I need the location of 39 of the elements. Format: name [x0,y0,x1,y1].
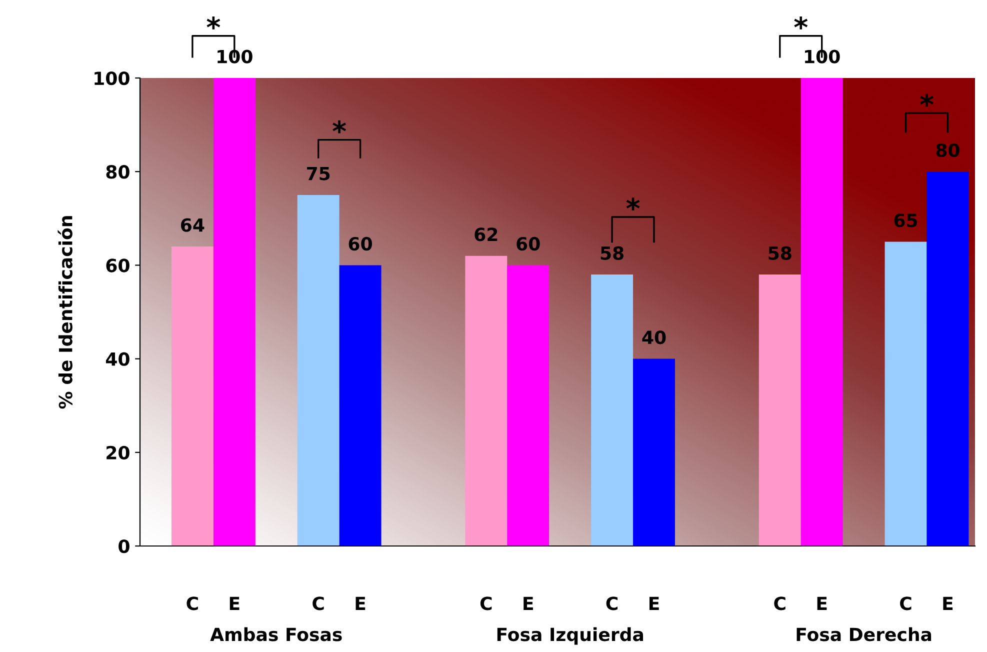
annotation: * [920,94,934,107]
annotation: * [332,120,346,134]
text: C [480,596,492,610]
y-axis-title: % de Identificación [58,216,72,409]
data-label: 58 [768,246,792,260]
text: C [900,596,912,610]
y-tick-label: 100 [94,71,130,86]
y-tick-label: 40 [106,352,130,366]
text: C [186,596,198,610]
text: Fosa Izquierda [497,627,644,645]
text: * [206,16,220,30]
text: E [650,596,659,610]
data-label: 100 [805,50,840,64]
data-label: 60 [348,236,372,251]
annotation: * [626,198,640,211]
data-label: 62 [474,228,498,242]
y-tick-label: 60 [106,258,130,272]
text: Fosa Derecha [796,627,932,642]
y-tick-label: 80 [106,165,130,179]
text: E [356,596,366,610]
data-label: 64 [181,218,204,232]
text: E [524,596,533,610]
text: C [312,596,324,610]
text: C [606,596,618,610]
text: * [794,16,808,30]
data-label: 65 [894,214,918,228]
text: E [817,596,827,610]
y-tick-label: 20 [106,446,130,460]
data-label: 100 [218,50,252,64]
text: E [230,596,240,610]
text: C [774,596,786,610]
data-label: 75 [306,166,330,180]
data-label: 60 [516,236,540,251]
data-label: 58 [600,246,624,260]
text: Ambas Fosas [210,627,342,642]
text: E [943,596,953,610]
data-label: 80 [936,143,960,157]
data-label: 40 [642,330,666,344]
y-tick-label: 0 [118,539,130,554]
